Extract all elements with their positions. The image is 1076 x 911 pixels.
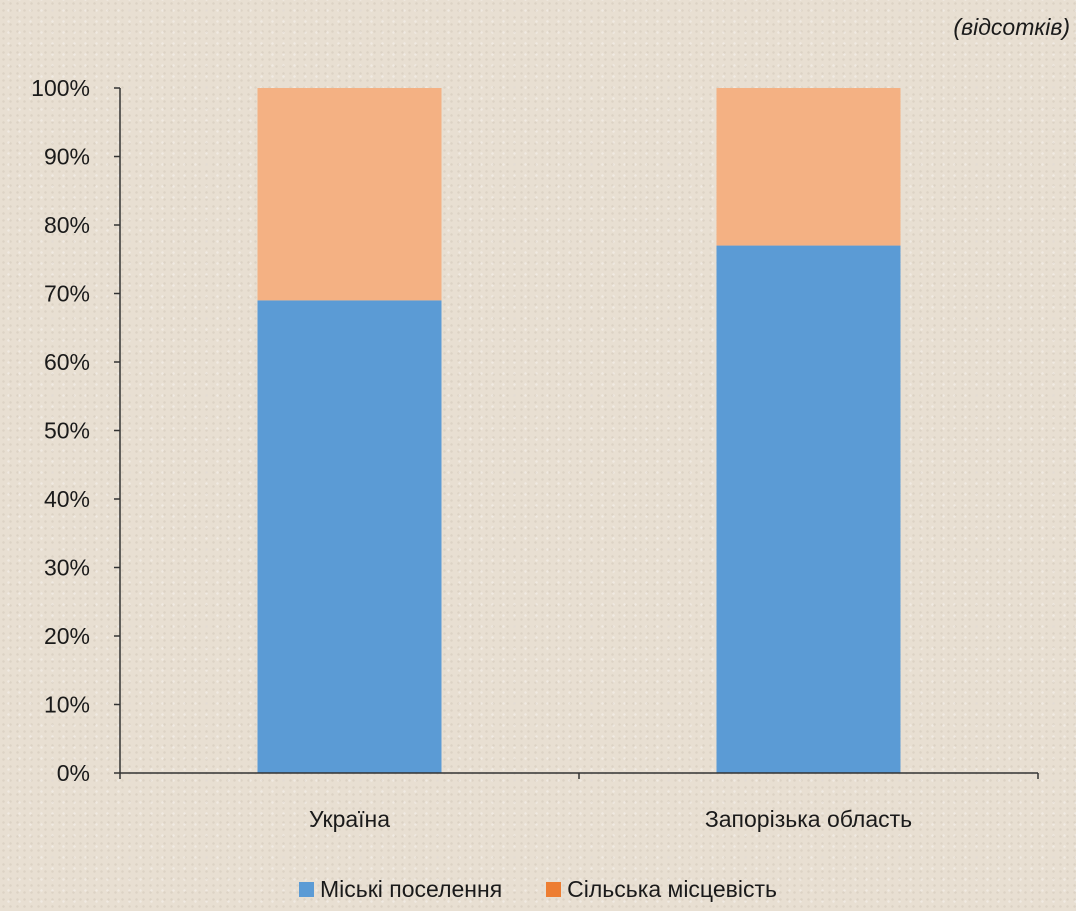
y-tick-label-5: 50% [44,418,90,444]
y-tick-label-9: 90% [44,144,90,170]
stacked-bar-chart: Україна Запорізька область 0% 10% 20% 30% 40% 5… [31,75,1039,832]
bar-urban-0 [257,300,442,773]
y-tick-label-6: 60% [44,349,90,375]
bar-urban-1 [716,245,901,774]
bar-rural-1 [716,88,901,246]
y-tick-label-1: 10% [44,692,90,718]
y-tick-label-0: 0% [57,760,90,786]
legend-label-rural: Сільська місцевість [567,876,777,902]
y-tick-label-7: 70% [44,281,90,307]
legend-item-urban: Міські поселення [298,876,503,903]
y-tick-label-10: 100% [31,75,90,101]
legend-label-urban: Міські поселення [319,876,503,902]
bar-rural-0 [257,88,442,301]
y-tick-label-4: 40% [44,486,90,512]
x-tick-label-1: Запорізька область [705,806,912,832]
y-tick-label-3: 30% [44,555,90,581]
legend-swatch-rural [546,882,562,897]
legend-item-rural: Сільська місцевість [546,876,777,903]
x-tick-label-0: Україна [309,806,390,832]
legend: Міські поселення Сільська місцевість [0,876,1076,903]
y-tick-label-8: 80% [44,212,90,238]
unit-note: (відсотків) [953,14,1070,40]
legend-swatch-urban [298,882,314,897]
y-tick-label-2: 20% [44,623,90,649]
